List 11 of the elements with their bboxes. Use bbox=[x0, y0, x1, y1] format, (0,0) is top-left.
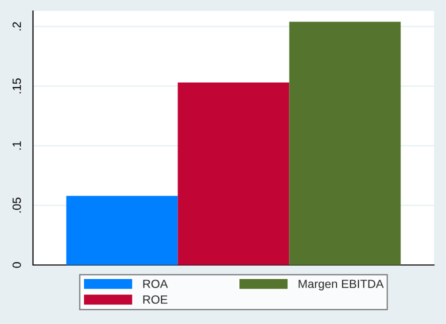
y-tick-label: .2 bbox=[12, 22, 21, 30]
y-tick-label: .15 bbox=[12, 78, 21, 94]
legend-label: Margen EBITDA bbox=[298, 280, 384, 290]
legend-label: ROE bbox=[143, 295, 168, 304]
y-tick-label: 0 bbox=[12, 262, 21, 268]
y-tick-label: .05 bbox=[12, 198, 21, 213]
y-tick-label: .1 bbox=[12, 141, 21, 150]
bar bbox=[178, 82, 290, 265]
bar bbox=[289, 22, 401, 265]
legend-label: ROA bbox=[143, 280, 168, 288]
bar bbox=[66, 196, 178, 265]
